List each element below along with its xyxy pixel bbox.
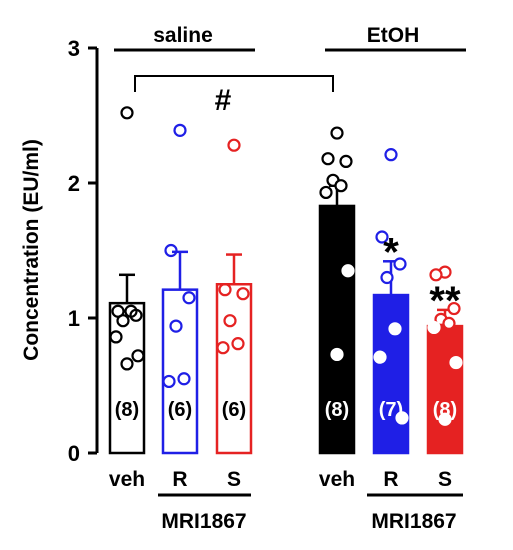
bar-1	[161, 288, 199, 455]
drug-label-etoh: MRI1867	[371, 510, 456, 533]
bar-4	[372, 293, 410, 455]
category-label-2: S	[227, 468, 241, 491]
bar-group-4: (7) R	[372, 148, 410, 491]
bars: (8)veh(6)R(6)S(8)veh(7)R(8)S***	[108, 106, 464, 491]
bar-5	[426, 324, 464, 455]
data-point-0-3	[116, 314, 130, 328]
data-point-1-0	[173, 123, 187, 137]
data-point-2-1	[218, 283, 232, 297]
data-point-4-2	[393, 257, 407, 271]
data-point-2-3	[223, 314, 237, 328]
y-tick-label-0: 0	[68, 441, 80, 466]
group-label-etoh: EtOH	[367, 24, 420, 47]
n-label-2: (6)	[222, 399, 246, 421]
bar-group-3: (8) veh	[318, 126, 356, 491]
data-point-5-1	[429, 268, 443, 282]
data-point-1-5	[162, 374, 176, 389]
data-point-2-4	[231, 337, 245, 351]
data-point-5-2	[447, 301, 461, 316]
n-label-3: (8)	[325, 399, 349, 421]
bar-0	[108, 301, 146, 455]
significance-mark-0: *	[383, 230, 399, 274]
data-point-3-6	[341, 264, 355, 278]
category-label-1: R	[172, 468, 187, 491]
data-point-5-7	[438, 412, 452, 426]
data-point-2-5	[216, 341, 230, 355]
bar-group-1: (6) R	[161, 123, 199, 491]
category-label-3: veh	[319, 468, 355, 491]
data-point-4-3	[380, 270, 394, 285]
bar-group-0: (8) veh	[108, 106, 146, 491]
data-point-2-2	[236, 287, 250, 301]
data-point-0-7	[120, 357, 134, 371]
data-point-3-1	[321, 152, 335, 166]
comparison-bracket	[134, 75, 334, 92]
data-point-2-0	[227, 138, 241, 152]
category-label-4: R	[383, 468, 398, 491]
data-point-1-4	[177, 372, 191, 386]
y-axis-title: Concentration (EU/ml)	[20, 139, 43, 361]
data-point-3-0	[330, 126, 344, 140]
data-point-1-1	[164, 243, 178, 258]
n-label-4: (7)	[379, 399, 403, 421]
group-label-saline: saline	[153, 24, 213, 47]
n-label-0: (8)	[115, 399, 139, 421]
y-tick-label-1: 1	[68, 306, 80, 331]
n-label-1: (6)	[168, 399, 192, 421]
data-point-5-4	[442, 316, 456, 330]
data-point-1-3	[169, 319, 183, 333]
data-point-4-5	[373, 350, 387, 364]
bar-group-5: (8) S	[426, 265, 464, 491]
data-point-4-1	[375, 230, 389, 244]
category-label-0: veh	[109, 468, 145, 491]
data-point-5-5	[427, 320, 441, 335]
data-point-0-4	[124, 304, 138, 318]
data-point-5-6	[449, 355, 463, 370]
data-point-4-4	[388, 322, 402, 336]
data-point-3-4	[334, 179, 348, 193]
n-label-5: (8)	[433, 399, 457, 421]
data-point-1-2	[182, 291, 196, 305]
bar-2	[215, 283, 253, 455]
data-point-3-5	[319, 185, 333, 200]
significance-mark-1: **	[429, 279, 461, 323]
y-axis-ticks: 0 1 2 3	[68, 36, 97, 466]
bar-group-2: (6) S	[215, 138, 253, 491]
data-point-3-7	[330, 347, 344, 362]
data-point-0-6	[131, 349, 145, 363]
bar-3	[318, 204, 356, 455]
y-tick-label-3: 3	[68, 36, 80, 61]
data-point-0-5	[109, 330, 123, 344]
data-point-4-6	[395, 411, 409, 425]
category-label-5: S	[438, 468, 452, 491]
data-point-3-2	[339, 154, 353, 168]
data-point-0-0	[120, 106, 134, 120]
comparison-hash-mark: #	[215, 84, 232, 117]
data-point-4-0	[384, 148, 398, 162]
y-tick-label-2: 2	[68, 171, 80, 196]
drug-label-saline: MRI1867	[161, 510, 246, 533]
